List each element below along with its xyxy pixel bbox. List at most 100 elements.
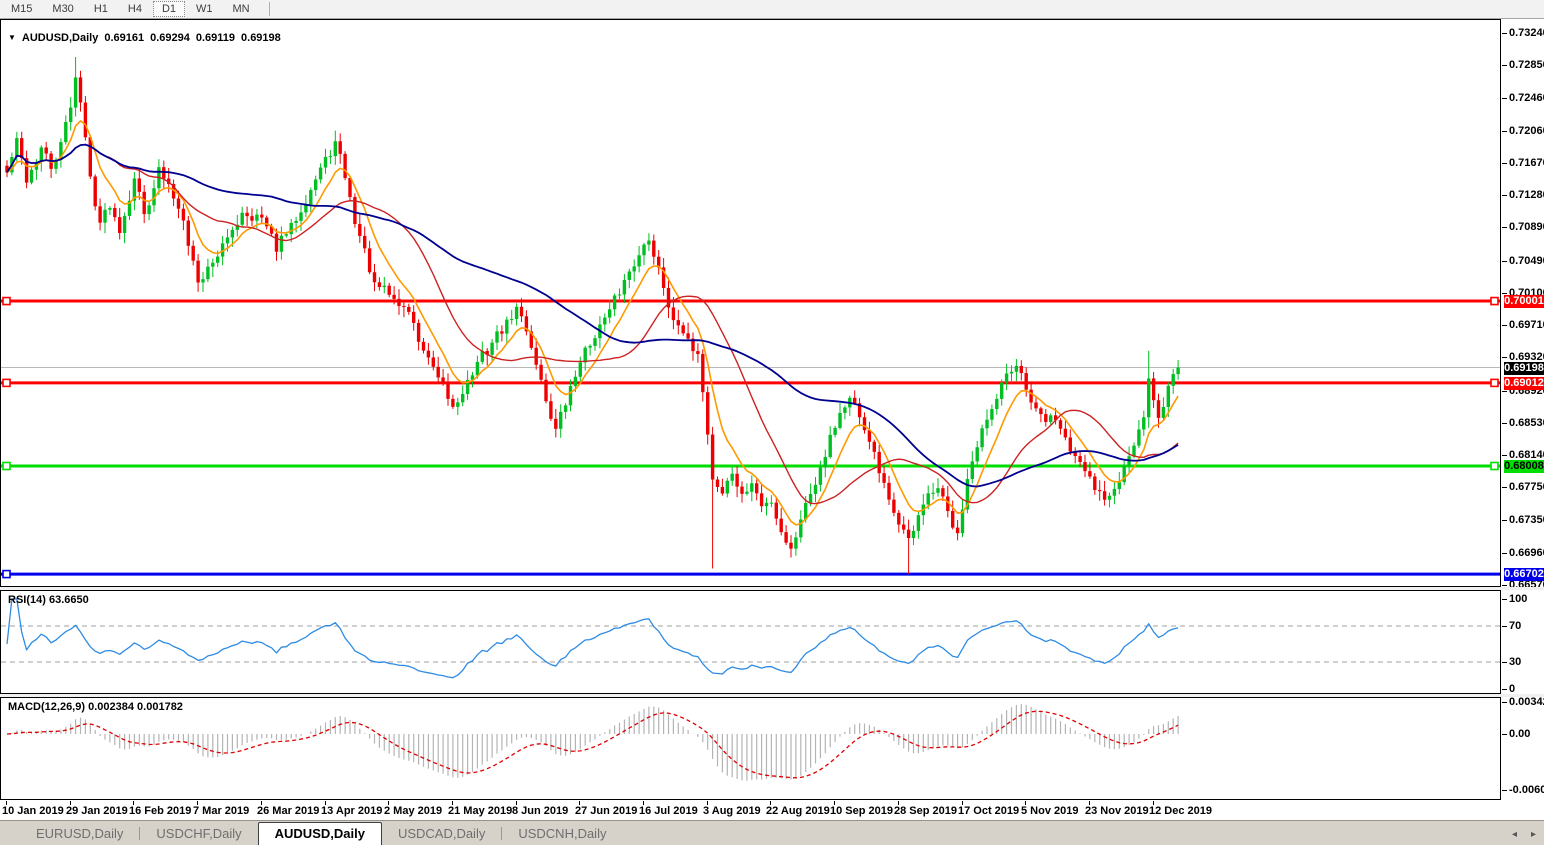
rsi-chart[interactable] [1, 591, 1500, 693]
date-tick-label: 29 Jan 2019 [66, 805, 128, 817]
tab-audusd[interactable]: AUDUSD,Daily [257, 822, 382, 845]
price-badge: 0.68008 [1504, 460, 1544, 473]
date-tick-label: 27 Jun 2019 [575, 805, 638, 817]
axis-tick-mark [1502, 391, 1507, 392]
date-tick-mark [452, 801, 453, 805]
date-tick-label: 22 Aug 2019 [766, 805, 830, 817]
macd-panel[interactable]: MACD(12,26,9) 0.002384 0.001782 [0, 697, 1501, 800]
axis-tick-mark [1502, 689, 1507, 690]
macd-chart[interactable] [1, 698, 1500, 799]
axis-tick-mark [1502, 734, 1507, 735]
main-chart-panel[interactable]: ▼ AUDUSD,Daily 0.69161 0.69294 0.69119 0… [0, 19, 1501, 587]
candlestick-chart[interactable] [1, 20, 1500, 586]
macd-label: MACD(12,26,9) 0.002384 0.001782 [8, 701, 183, 713]
date-tick-label: 12 Dec 2019 [1149, 805, 1212, 817]
timeframe-button-h1[interactable]: H1 [93, 3, 108, 15]
axis-tick-mark [1502, 131, 1507, 132]
axis-tick-mark [1502, 662, 1507, 663]
ohlc-open: 0.69161 [104, 32, 145, 44]
chart-symbol-label: AUDUSD,Daily [21, 32, 99, 44]
axis-tick-mark [1502, 790, 1507, 791]
date-tick-mark [197, 801, 198, 805]
date-tick-mark [707, 801, 708, 805]
axis-tick-mark [1502, 585, 1507, 586]
axis-tick-label: 70 [1509, 620, 1522, 632]
macd-axis[interactable]: 0.003421 0.00 -0.006069 [1502, 696, 1544, 799]
axis-tick-label: 0.003421 [1509, 696, 1544, 708]
date-tick-label: 17 Oct 2019 [958, 805, 1020, 817]
date-tick-mark [6, 801, 7, 805]
axis-tick-mark [1502, 98, 1507, 99]
axis-tick-mark [1502, 33, 1507, 34]
timeframe-button-d1[interactable]: D1 [152, 1, 185, 17]
date-tick-mark [962, 801, 963, 805]
date-tick-label: 5 Nov 2019 [1021, 805, 1079, 817]
axis-tick-label: -0.006069 [1509, 784, 1544, 796]
tab-usdcad[interactable]: USDCAD,Daily [397, 826, 486, 841]
axis-tick-mark [1502, 293, 1507, 294]
tab-usdcnh[interactable]: USDCNH,Daily [518, 826, 607, 841]
toolbar-separator [268, 2, 270, 16]
date-tick-mark [388, 801, 389, 805]
rsi-panel[interactable]: RSI(14) 63.6650 [0, 590, 1501, 694]
date-tick-mark [1153, 801, 1154, 805]
timeframe-button-m15[interactable]: M15 [11, 3, 33, 15]
axis-tick-label: 30 [1509, 656, 1522, 668]
timeframe-button-h4[interactable]: H4 [127, 3, 142, 15]
rsi-axis[interactable]: 100 70 30 0 [1502, 591, 1544, 695]
date-axis[interactable]: 10 Jan 2019 29 Jan 2019 16 Feb 2019 7 Mar 2… [0, 801, 1544, 820]
tab-scroll-right-icon[interactable]: ▸ [1530, 829, 1536, 840]
panel-splitter[interactable] [0, 587, 1544, 590]
symbol-dropdown-icon[interactable]: ▼ [8, 32, 16, 42]
ohlc-close: 0.69198 [241, 32, 281, 44]
timeframe-toolbar: M15 M30 H1 H4 D1 W1 MN [0, 0, 1544, 19]
date-tick-label: 16 Jul 2019 [639, 805, 698, 817]
date-tick-label: 8 Jun 2019 [512, 805, 569, 817]
timeframe-button-m30[interactable]: M30 [52, 3, 74, 15]
price-badge: 0.66702 [1504, 568, 1544, 581]
tab-scroll-arrows: ◂ ▸ [1512, 830, 1536, 840]
axis-tick-mark [1502, 455, 1507, 456]
date-tick-mark [1089, 801, 1090, 805]
date-tick-label: 28 Sep 2019 [894, 805, 957, 817]
date-tick-label: 7 Mar 2019 [193, 805, 250, 817]
date-tick-mark [1025, 801, 1026, 805]
tab-usdchf[interactable]: USDCHF,Daily [156, 826, 242, 841]
tab-eurusd[interactable]: EURUSD,Daily [36, 826, 124, 841]
date-tick-mark [834, 801, 835, 805]
axis-tick-mark [1502, 227, 1507, 228]
panel-splitter[interactable] [0, 694, 1544, 697]
chart-tab-bar: EURUSD,Daily USDCHF,Daily AUDUSD,Daily USDC… [0, 820, 1544, 845]
tab-separator [139, 827, 141, 840]
axis-tick-mark [1502, 423, 1507, 424]
tab-scroll-left-icon[interactable]: ◂ [1511, 829, 1517, 840]
rsi-label: RSI(14) 63.6650 [8, 594, 89, 606]
axis-tick-mark [1502, 599, 1507, 600]
date-tick-mark [261, 801, 262, 805]
date-tick-label: 16 Feb 2019 [129, 805, 192, 817]
timeframe-button-mn[interactable]: MN [232, 3, 250, 15]
timeframe-button-w1[interactable]: W1 [196, 3, 213, 15]
date-tick-label: 23 Nov 2019 [1085, 805, 1149, 817]
date-tick-mark [579, 801, 580, 805]
axis-tick-mark [1502, 553, 1507, 554]
axis-tick-mark [1502, 702, 1507, 703]
axis-tick-mark [1502, 261, 1507, 262]
date-tick-mark [898, 801, 899, 805]
axis-tick-label: 0.00 [1509, 728, 1531, 740]
date-tick-label: 26 Mar 2019 [257, 805, 320, 817]
ohlc-high: 0.69294 [150, 32, 190, 44]
